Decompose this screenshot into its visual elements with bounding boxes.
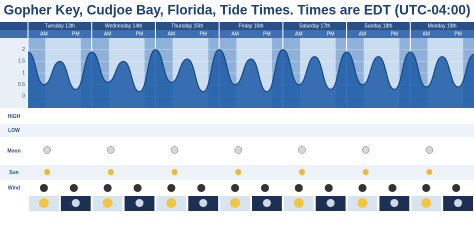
day-header: Tuesday 13th (45, 23, 75, 29)
moon-icon (425, 146, 434, 154)
half-label: PM (136, 31, 144, 37)
wind-icon (358, 184, 367, 192)
wind-icon (261, 184, 270, 192)
half-label: AM (168, 31, 176, 37)
half-label: PM (72, 31, 80, 37)
weather-icon (199, 199, 208, 207)
row-label: HIGH (8, 114, 21, 120)
row-label: LOW (8, 128, 20, 134)
y-tick-label: 1 (22, 70, 25, 76)
weather-icon (454, 199, 463, 207)
info-row (0, 110, 474, 123)
y-tick-label: 1.5 (18, 59, 25, 65)
moon-icon (298, 146, 306, 154)
wind-icon (133, 184, 142, 192)
y-tick-label: 2 (22, 47, 25, 53)
weather-icon (71, 199, 80, 207)
day-header: Friday 16th (238, 23, 263, 29)
moon-icon (43, 146, 51, 154)
wind-icon (103, 184, 112, 192)
wind-icon (388, 184, 397, 192)
info-row (0, 124, 474, 137)
wind-icon (167, 184, 176, 192)
y-tick-label: 0.5 (18, 82, 25, 88)
y-tick-label: 0 (22, 94, 25, 100)
wind-icon (69, 184, 78, 192)
axis-bg (0, 38, 28, 108)
wind-icon (197, 184, 206, 192)
weather-icon (102, 198, 113, 208)
sun-icon (298, 169, 305, 175)
sun-icon (44, 169, 51, 175)
weather-icon (326, 199, 335, 207)
half-label: AM (295, 31, 303, 37)
sun-icon (362, 169, 369, 175)
day-header: Monday 19th (428, 23, 457, 29)
weather-icon (421, 198, 432, 208)
half-label: AM (231, 31, 239, 37)
half-label: AM (104, 31, 112, 37)
half-label: AM (40, 31, 48, 37)
tide-line (27, 49, 474, 93)
row-label: Moon (7, 148, 20, 154)
wind-icon (452, 184, 461, 192)
moon-icon (170, 146, 179, 154)
sun-icon (107, 169, 114, 175)
wind-icon (422, 184, 431, 192)
wind-icon (231, 184, 240, 192)
moon-icon (234, 146, 243, 154)
weather-icon (166, 198, 177, 208)
moon-icon (361, 146, 370, 154)
weather-icon (135, 199, 144, 207)
ampm-bar (0, 30, 474, 38)
half-label: AM (359, 31, 367, 37)
sun-icon (426, 169, 433, 175)
day-header: Thursday 15th (171, 23, 203, 29)
weather-icon (262, 199, 271, 207)
day-header: Saturday 17th (299, 23, 330, 29)
tide-page: Gopher Key, Cudjoe Bay, Florida, Tide Ti… (0, 2, 474, 211)
half-label: PM (454, 31, 462, 37)
weather-icon (38, 198, 49, 208)
row-label: Wind (8, 185, 20, 191)
weather-icon (357, 198, 368, 208)
half-label: AM (422, 31, 430, 37)
wind-icon (294, 184, 303, 192)
moon-icon (107, 146, 115, 154)
row-label: Sun (9, 170, 18, 176)
day-header: Sunday 18th (364, 23, 392, 29)
half-label: PM (199, 31, 207, 37)
sun-icon (171, 169, 178, 175)
page-title: Gopher Key, Cudjoe Bay, Florida, Tide Ti… (4, 3, 471, 18)
header-bar (0, 22, 474, 30)
day-header: Wednesday 14th (105, 23, 143, 29)
tide-area (28, 49, 474, 108)
weather-icon (230, 198, 241, 208)
weather-icon (293, 198, 304, 208)
half-label: PM (327, 31, 335, 37)
weather-icon (390, 199, 399, 207)
wind-icon (39, 184, 48, 192)
sun-icon (235, 169, 242, 175)
half-label: PM (391, 31, 399, 37)
half-label: PM (263, 31, 271, 37)
wind-icon (324, 184, 333, 192)
